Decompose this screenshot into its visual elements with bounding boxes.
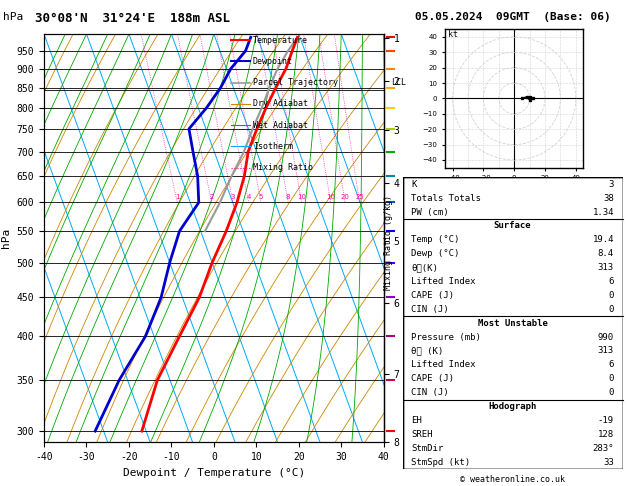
Text: Lifted Index: Lifted Index (411, 277, 476, 286)
Text: kt: kt (448, 30, 458, 39)
Text: StmSpd (kt): StmSpd (kt) (411, 457, 470, 467)
Text: 4: 4 (247, 194, 251, 200)
Text: 20: 20 (340, 194, 350, 200)
Text: Lifted Index: Lifted Index (411, 360, 476, 369)
Text: 10: 10 (297, 194, 306, 200)
Text: 3: 3 (231, 194, 235, 200)
Text: LCL: LCL (391, 78, 406, 87)
Text: Mixing Ratio (g/kg): Mixing Ratio (g/kg) (384, 195, 393, 291)
Text: Pressure (mb): Pressure (mb) (411, 332, 481, 342)
Text: 313: 313 (598, 263, 614, 272)
Text: CIN (J): CIN (J) (411, 388, 449, 397)
X-axis label: Dewpoint / Temperature (°C): Dewpoint / Temperature (°C) (123, 468, 305, 478)
Text: 0: 0 (608, 388, 614, 397)
Text: 6: 6 (608, 277, 614, 286)
Text: EH: EH (411, 416, 422, 425)
Text: 0: 0 (608, 291, 614, 300)
Text: CAPE (J): CAPE (J) (411, 291, 454, 300)
Text: 0: 0 (608, 374, 614, 383)
Text: 19.4: 19.4 (593, 235, 614, 244)
Text: Dewp (°C): Dewp (°C) (411, 249, 460, 258)
Text: Hodograph: Hodograph (489, 402, 537, 411)
Text: CIN (J): CIN (J) (411, 305, 449, 314)
Text: 5: 5 (259, 194, 264, 200)
Text: 38: 38 (603, 194, 614, 203)
Text: 128: 128 (598, 430, 614, 439)
Text: 6: 6 (608, 360, 614, 369)
Text: 25: 25 (355, 194, 364, 200)
Text: 283°: 283° (593, 444, 614, 452)
Text: -19: -19 (598, 416, 614, 425)
Text: 0: 0 (608, 305, 614, 314)
Text: Parcel Trajectory: Parcel Trajectory (253, 78, 338, 87)
Text: 8.4: 8.4 (598, 249, 614, 258)
Text: 3: 3 (608, 180, 614, 189)
Text: Dewpoint: Dewpoint (253, 57, 293, 66)
Text: © weatheronline.co.uk: © weatheronline.co.uk (460, 474, 565, 484)
Text: 05.05.2024  09GMT  (Base: 06): 05.05.2024 09GMT (Base: 06) (415, 12, 611, 22)
Text: Surface: Surface (494, 222, 532, 230)
Text: θᴄ(K): θᴄ(K) (411, 263, 438, 272)
Text: K: K (411, 180, 417, 189)
Text: 30°08'N  31°24'E  188m ASL: 30°08'N 31°24'E 188m ASL (35, 12, 230, 25)
Text: θᴄ (K): θᴄ (K) (411, 347, 443, 355)
Text: 33: 33 (603, 457, 614, 467)
Text: 8: 8 (286, 194, 291, 200)
Text: Isotherm: Isotherm (253, 142, 293, 151)
Text: 1: 1 (175, 194, 179, 200)
Text: 16: 16 (326, 194, 335, 200)
Text: Temp (°C): Temp (°C) (411, 235, 460, 244)
Text: StmDir: StmDir (411, 444, 443, 452)
Text: 1.34: 1.34 (593, 208, 614, 217)
Text: Wet Adiabat: Wet Adiabat (253, 121, 308, 130)
Text: PW (cm): PW (cm) (411, 208, 449, 217)
Text: 2: 2 (209, 194, 214, 200)
Text: SREH: SREH (411, 430, 433, 439)
Text: Temperature: Temperature (253, 35, 308, 45)
Text: Dry Adiabat: Dry Adiabat (253, 99, 308, 108)
Text: Mixing Ratio: Mixing Ratio (253, 163, 313, 172)
Text: CAPE (J): CAPE (J) (411, 374, 454, 383)
Text: 313: 313 (598, 347, 614, 355)
Text: 990: 990 (598, 332, 614, 342)
Text: Totals Totals: Totals Totals (411, 194, 481, 203)
Text: hPa: hPa (3, 12, 23, 22)
Y-axis label: km
ASL: km ASL (416, 238, 433, 260)
Y-axis label: hPa: hPa (1, 228, 11, 248)
Text: Most Unstable: Most Unstable (477, 319, 548, 328)
